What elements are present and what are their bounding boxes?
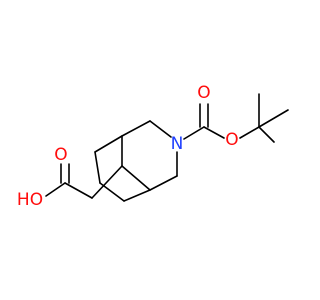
atom-label: HO — [17, 190, 43, 210]
atom-label: O — [197, 83, 210, 103]
atom-label: N — [171, 134, 184, 154]
bond — [91, 165, 123, 199]
molecule-diagram: O O N O HO — [17, 83, 289, 210]
bond — [149, 120, 172, 138]
bond — [258, 109, 289, 128]
bond — [239, 126, 260, 139]
bond — [149, 175, 178, 191]
bond — [94, 135, 123, 153]
bond — [45, 182, 66, 197]
bond — [94, 151, 101, 184]
atom-label: O — [225, 130, 238, 150]
atom-label: O — [54, 145, 67, 165]
bond — [64, 182, 93, 199]
bond — [258, 126, 275, 143]
bond — [183, 126, 205, 140]
bond — [121, 120, 151, 137]
bond — [121, 165, 151, 191]
bond — [203, 126, 225, 139]
bonds — [45, 93, 289, 202]
bond — [123, 189, 151, 202]
